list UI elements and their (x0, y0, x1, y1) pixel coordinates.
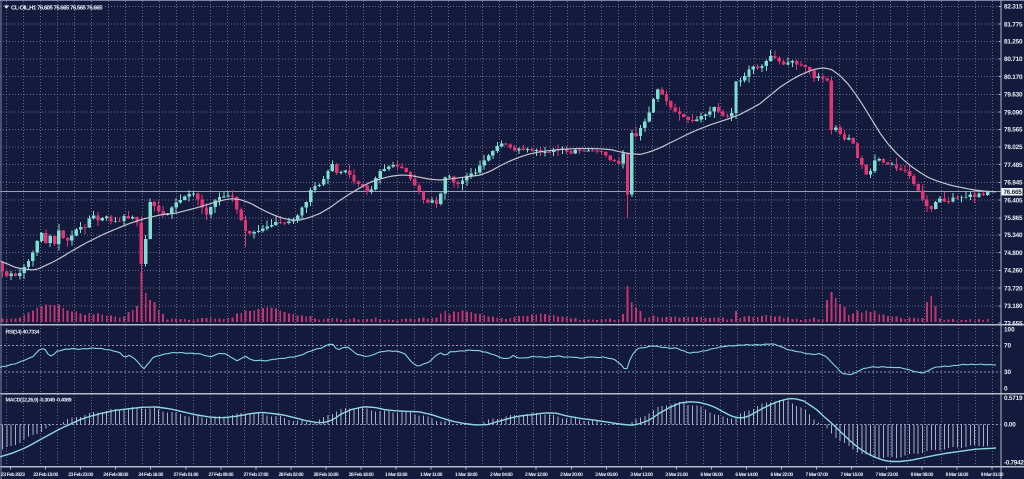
svg-text:72.655: 72.655 (1004, 320, 1023, 327)
svg-text:81.250: 81.250 (1004, 39, 1023, 46)
svg-text:2 Mar 12:00: 2 Mar 12:00 (525, 472, 548, 478)
svg-text:74.800: 74.800 (1004, 250, 1023, 257)
svg-text:82.315: 82.315 (1004, 4, 1023, 11)
svg-text:76.945: 76.945 (1004, 180, 1023, 187)
svg-text:9 Mar 01:00: 9 Mar 01:00 (981, 472, 1004, 478)
svg-text:0: 0 (1004, 386, 1008, 393)
svg-text:23 Feb 23:00: 23 Feb 23:00 (68, 472, 93, 478)
svg-text:79.090: 79.090 (1004, 109, 1023, 116)
svg-text:6 Mar 06:00: 6 Mar 06:00 (700, 472, 723, 478)
svg-text:24 Feb 16:00: 24 Feb 16:00 (138, 472, 163, 478)
svg-text:6 Mar 22:00: 6 Mar 22:00 (770, 472, 793, 478)
svg-text:75.340: 75.340 (1004, 232, 1023, 239)
svg-text:RSI(14) 40.7334: RSI(14) 40.7334 (6, 330, 40, 336)
svg-text:CL-OIL,H1 76.605 76.665 76.565: CL-OIL,H1 76.605 76.665 76.565 76.665 (11, 5, 103, 12)
svg-text:1 Mar 11:00: 1 Mar 11:00 (420, 472, 443, 478)
svg-text:3 Mar 21:00: 3 Mar 21:00 (665, 472, 688, 478)
svg-text:27 Feb 09:00: 27 Feb 09:00 (208, 472, 233, 478)
svg-text:7 Mar 07:00: 7 Mar 07:00 (805, 472, 828, 478)
svg-text:74.260: 74.260 (1004, 268, 1023, 275)
svg-text:70: 70 (1004, 343, 1012, 350)
svg-text:77.485: 77.485 (1004, 162, 1023, 169)
svg-text:28 Feb 18:00: 28 Feb 18:00 (349, 472, 374, 478)
svg-text:6 Mar 14:00: 6 Mar 14:00 (735, 472, 758, 478)
svg-text:1 Mar 03:00: 1 Mar 03:00 (385, 472, 408, 478)
svg-text:0.5719: 0.5719 (1004, 395, 1023, 402)
svg-text:23 Feb 15:00: 23 Feb 15:00 (33, 472, 58, 478)
svg-text:MACD(12,26,9) -0.3049 -0.4089: MACD(12,26,9) -0.3049 -0.4089 (6, 398, 72, 404)
svg-text:73.180: 73.180 (1004, 303, 1023, 310)
svg-text:28 Feb 02:00: 28 Feb 02:00 (279, 472, 304, 478)
svg-text:79.630: 79.630 (1004, 92, 1023, 99)
svg-text:75.865: 75.865 (1004, 215, 1023, 222)
svg-text:30: 30 (1004, 369, 1012, 376)
svg-text:78.025: 78.025 (1004, 144, 1023, 151)
svg-text:78.565: 78.565 (1004, 127, 1023, 134)
svg-text:100: 100 (1004, 327, 1015, 334)
svg-text:8 Mar 08:00: 8 Mar 08:00 (911, 472, 934, 478)
svg-text:-0.7942: -0.7942 (1004, 460, 1024, 467)
svg-text:7 Mar 23:00: 7 Mar 23:00 (876, 472, 899, 478)
svg-text:24 Feb 08:00: 24 Feb 08:00 (103, 472, 128, 478)
svg-text:3 Mar 13:00: 3 Mar 13:00 (630, 472, 653, 478)
svg-text:81.775: 81.775 (1004, 21, 1023, 28)
svg-text:0.00: 0.00 (1004, 422, 1016, 429)
svg-text:23 Feb 2023: 23 Feb 2023 (1, 472, 25, 478)
svg-text:7 Mar 15:00: 7 Mar 15:00 (841, 472, 864, 478)
svg-text:76.665: 76.665 (1004, 189, 1023, 196)
svg-text:27 Feb 17:00: 27 Feb 17:00 (243, 472, 268, 478)
svg-text:2 Mar 20:00: 2 Mar 20:00 (560, 472, 583, 478)
svg-text:76.405: 76.405 (1004, 197, 1023, 204)
svg-text:80.710: 80.710 (1004, 56, 1023, 63)
svg-text:8 Mar 16:00: 8 Mar 16:00 (946, 472, 969, 478)
svg-text:27 Feb 01:00: 27 Feb 01:00 (173, 472, 198, 478)
svg-text:73.720: 73.720 (1004, 285, 1023, 292)
svg-text:2 Mar 04:00: 2 Mar 04:00 (490, 472, 513, 478)
svg-text:80.170: 80.170 (1004, 74, 1023, 81)
svg-text:3 Mar 05:00: 3 Mar 05:00 (595, 472, 618, 478)
svg-text:1 Mar 19:00: 1 Mar 19:00 (455, 472, 478, 478)
svg-text:28 Feb 10:00: 28 Feb 10:00 (314, 472, 339, 478)
